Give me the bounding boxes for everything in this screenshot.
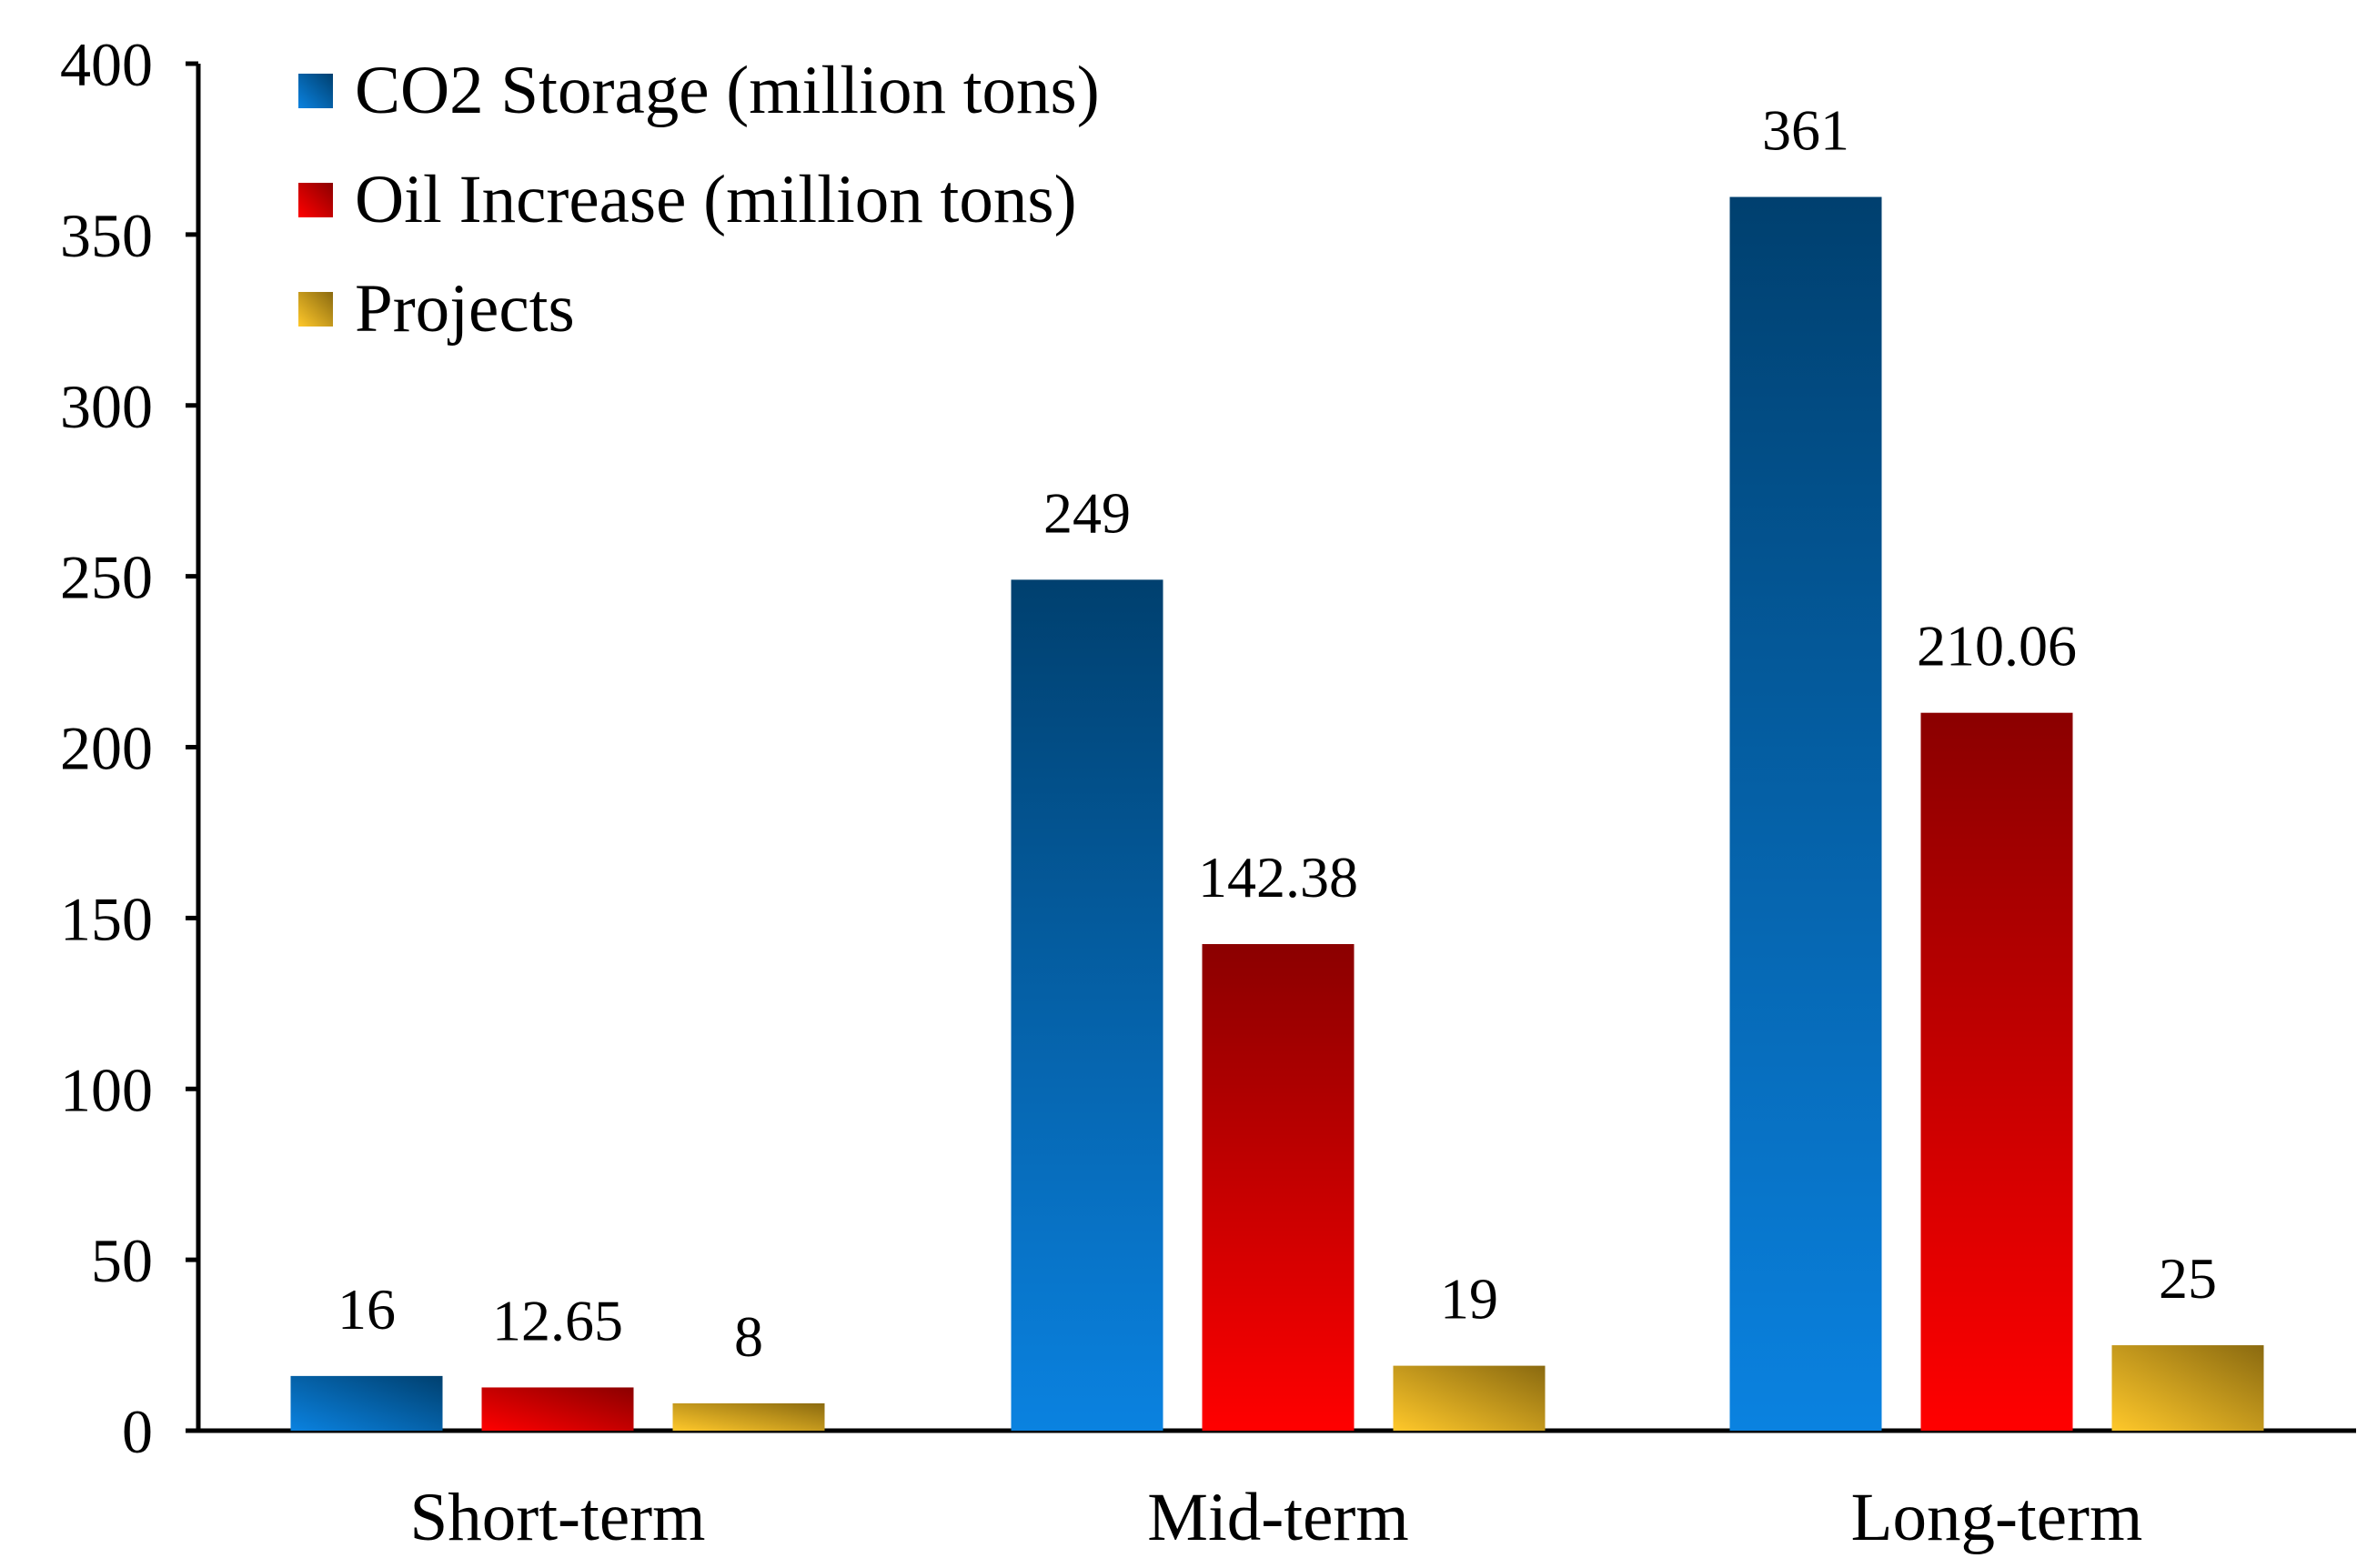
bar-oil-increase-short-term bbox=[481, 1387, 634, 1431]
legend-label-oil-increase: Oil Increase (million tons) bbox=[355, 162, 1077, 237]
legend: CO2 Storage (million tons) Oil Increase (… bbox=[298, 53, 1100, 347]
data-label-co2-storage-mid-term: 249 bbox=[1043, 480, 1131, 545]
y-tick-label: 0 bbox=[122, 1397, 153, 1466]
data-label-projects-long-term: 25 bbox=[2159, 1246, 2217, 1311]
bar-projects-long-term bbox=[2111, 1345, 2264, 1431]
y-tick-label: 100 bbox=[60, 1055, 153, 1124]
bar-projects-mid-term bbox=[1393, 1365, 1546, 1431]
legend-label-projects: Projects bbox=[355, 271, 575, 347]
data-label-projects-mid-term: 19 bbox=[1440, 1267, 1498, 1332]
bar-co2-storage-short-term bbox=[290, 1375, 443, 1431]
axes: 0 50 100 150 200 250 300 350 400 Short-term Mid-te… bbox=[60, 30, 2356, 1555]
data-label-oil-increase-mid-term: 142.38 bbox=[1198, 845, 1358, 910]
y-tick-label: 400 bbox=[60, 30, 153, 99]
bar-oil-increase-long-term bbox=[1920, 712, 2073, 1431]
legend-label-co2-storage: CO2 Storage (million tons) bbox=[355, 53, 1100, 128]
bars bbox=[290, 196, 2264, 1432]
y-tick-label: 200 bbox=[60, 714, 153, 783]
y-tick-label: 350 bbox=[60, 201, 153, 270]
data-label-co2-storage-short-term: 16 bbox=[337, 1277, 396, 1342]
bar-co2-storage-long-term bbox=[1729, 196, 1882, 1432]
data-label-oil-increase-long-term: 210.06 bbox=[1917, 614, 2077, 678]
legend-swatch-projects bbox=[298, 292, 333, 327]
bar-projects-short-term bbox=[672, 1402, 825, 1431]
data-label-co2-storage-long-term: 361 bbox=[1762, 98, 1849, 163]
data-label-oil-increase-short-term: 12.65 bbox=[492, 1288, 623, 1352]
bar-oil-increase-mid-term bbox=[1202, 944, 1355, 1431]
data-label-projects-short-term: 8 bbox=[734, 1304, 763, 1369]
y-tick-label: 50 bbox=[91, 1226, 153, 1295]
y-tick-label: 150 bbox=[60, 884, 153, 953]
y-tick-label: 300 bbox=[60, 372, 153, 441]
x-category-label-long-term: Long-term bbox=[1851, 1480, 2143, 1555]
x-category-label-short-term: Short-term bbox=[410, 1480, 706, 1555]
data-labels: 16 12.65 8 249 142.38 19 361 210.06 25 bbox=[337, 98, 2217, 1369]
legend-swatch-co2-storage bbox=[298, 74, 333, 108]
y-tick-label: 250 bbox=[60, 543, 153, 612]
legend-swatch-oil-increase bbox=[298, 183, 333, 217]
bar-co2-storage-mid-term bbox=[1011, 579, 1163, 1431]
x-category-label-mid-term: Mid-term bbox=[1147, 1480, 1408, 1555]
